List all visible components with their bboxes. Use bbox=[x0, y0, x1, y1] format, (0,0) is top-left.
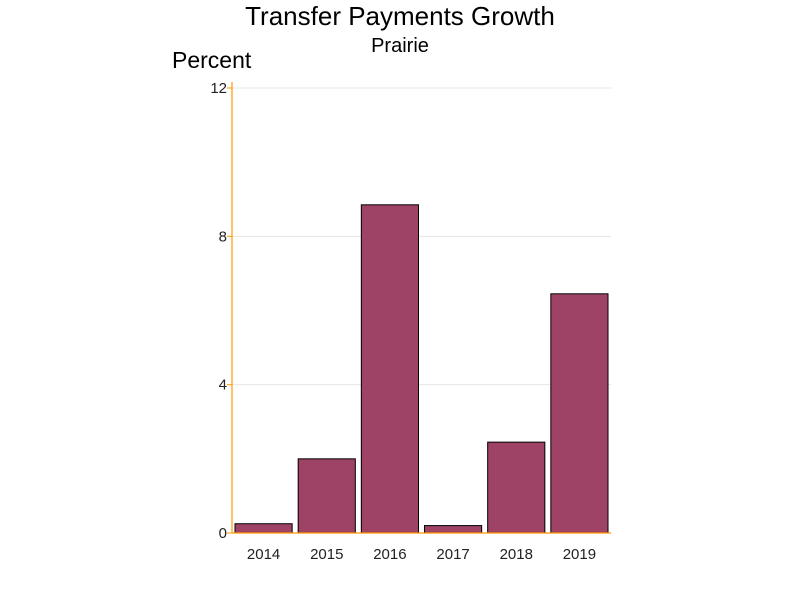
x-tick-label: 2016 bbox=[373, 546, 406, 563]
x-tick-label: 2017 bbox=[436, 546, 469, 563]
x-tick-label: 2018 bbox=[500, 546, 533, 563]
y-axis-label: Percent bbox=[172, 47, 252, 73]
y-tick-label: 12 bbox=[210, 80, 227, 97]
chart-subtitle: Prairie bbox=[371, 35, 429, 57]
x-ticks: 2014 2015 2016 2017 2018 2019 bbox=[247, 546, 596, 563]
bar-2014 bbox=[234, 523, 293, 534]
y-tick-label: 4 bbox=[219, 377, 227, 394]
gridlines bbox=[232, 87, 611, 386]
bar-2015 bbox=[297, 458, 356, 534]
bar-2017 bbox=[424, 525, 483, 534]
x-tick-label: 2019 bbox=[563, 546, 596, 563]
chart-title: Transfer Payments Growth bbox=[245, 1, 555, 31]
y-tick-label: 8 bbox=[219, 228, 227, 245]
x-tick-label: 2014 bbox=[247, 546, 280, 563]
bars bbox=[234, 204, 609, 534]
bar-2018 bbox=[487, 441, 546, 534]
axes bbox=[231, 82, 611, 534]
y-tick-label: 0 bbox=[219, 525, 227, 542]
bar-2016 bbox=[360, 204, 420, 534]
x-tick-label: 2015 bbox=[310, 546, 343, 563]
y-ticks: 0 4 8 12 bbox=[210, 80, 232, 542]
bar-2019 bbox=[550, 293, 609, 534]
